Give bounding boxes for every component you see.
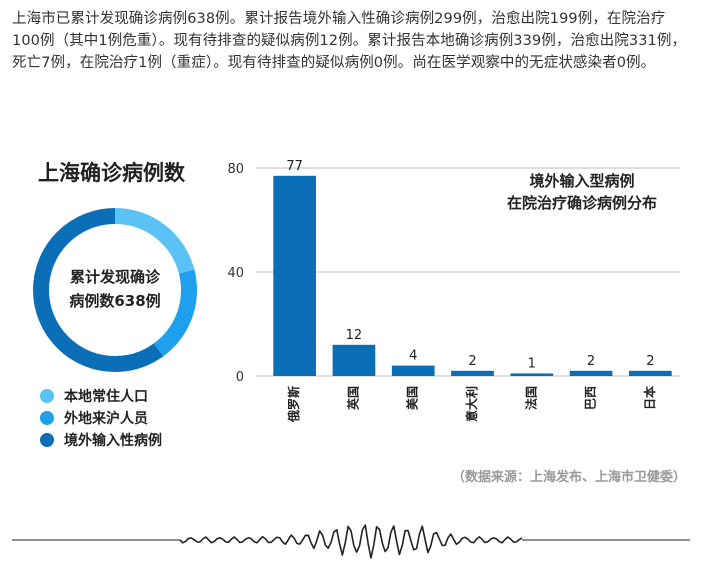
data-source-note: （数据来源：上海发布、上海市卫健委） (451, 470, 686, 485)
bar-5 (569, 370, 613, 376)
waveform-divider (12, 524, 690, 559)
bar-value-label-3: 2 (468, 354, 476, 369)
bar-value-label-1: 12 (346, 328, 363, 343)
legend-label-domestic: 外地来沪人员 (64, 411, 148, 427)
bar-value-label-6: 2 (646, 354, 654, 369)
legend-dot-imported (40, 433, 54, 447)
bar-3 (451, 370, 494, 376)
bar-value-label-2: 4 (409, 349, 417, 364)
bar-1 (332, 344, 376, 376)
x-tick-label-1: 英国 (345, 386, 360, 410)
legend-item-local: 本地常住人口 (40, 385, 162, 407)
legend-label-local: 本地常住人口 (64, 389, 148, 405)
x-tick-label-5: 巴西 (584, 386, 598, 410)
bar-chart-title-0: 境外输入型病例 (529, 172, 634, 190)
x-tick-label-4: 法国 (523, 386, 538, 410)
x-tick-label-6: 日本 (642, 386, 657, 410)
y-tick-label-2: 80 (227, 162, 244, 177)
bar-value-label-5: 2 (587, 354, 595, 369)
bar-2 (391, 365, 435, 376)
x-tick-label-0: 俄罗斯 (286, 386, 301, 423)
y-tick-label-1: 40 (227, 266, 244, 281)
legend-dot-local (40, 389, 54, 403)
donut-center-label-0: 累计发现确诊 (70, 268, 161, 286)
legend-label-imported: 境外输入性病例 (64, 433, 162, 449)
donut-slice-2 (33, 208, 197, 372)
donut-slice-1 (33, 208, 197, 372)
bar-chart-title-1: 在院治疗确诊病例分布 (507, 194, 657, 212)
x-tick-label-3: 意大利 (464, 386, 479, 422)
legend-dot-domestic (40, 411, 54, 425)
y-tick-label-0: 0 (236, 370, 244, 385)
bar-value-label-0: 77 (286, 159, 303, 174)
bar-0 (273, 175, 316, 376)
waveform-path (179, 524, 523, 559)
intro-paragraph: 上海市已累计发现确诊病例638例。累计报告境外输入性确诊病例299例，治愈出院1… (12, 11, 687, 71)
legend-item-domestic: 外地来沪人员 (40, 407, 162, 429)
bar-6 (629, 370, 672, 376)
bar-4 (510, 373, 554, 376)
legend-item-imported: 境外输入性病例 (40, 429, 162, 451)
donut-legend: 本地常住人口 外地来沪人员 境外输入性病例 (40, 385, 162, 451)
donut-chart-title: 上海确诊病例数 (38, 161, 185, 185)
donut-center-label-1: 病例数638例 (69, 292, 160, 310)
bar-value-label-4: 1 (528, 356, 536, 371)
x-tick-label-2: 美国 (405, 386, 420, 410)
